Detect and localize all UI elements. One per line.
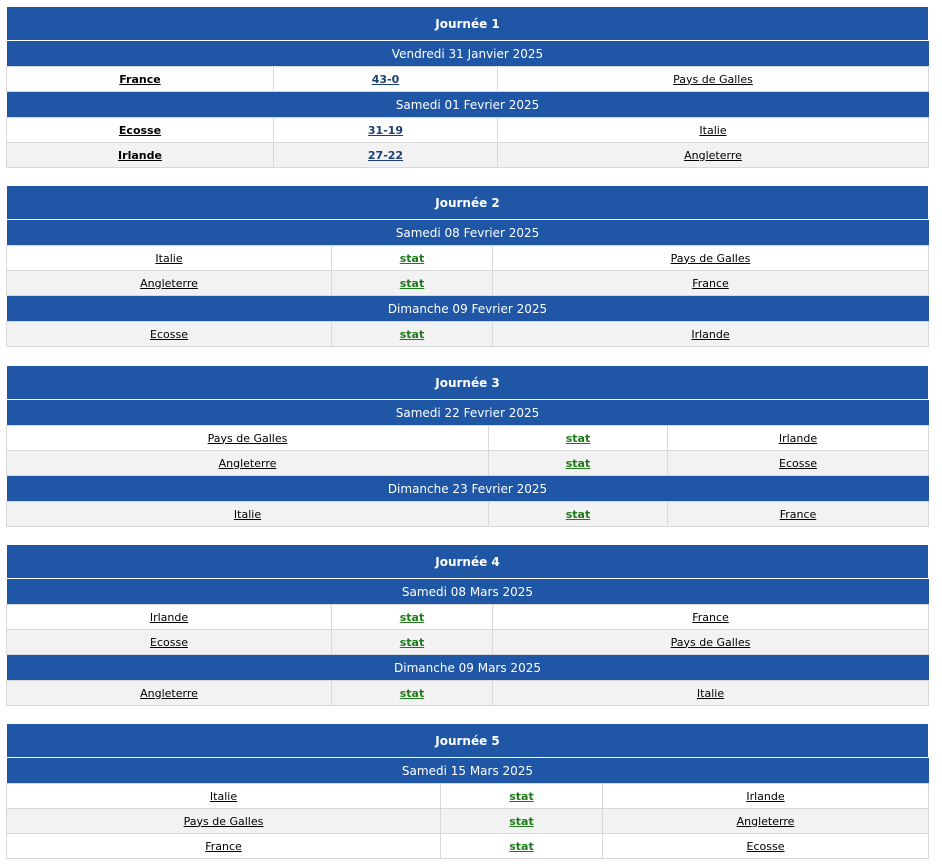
match-row: Ecosse 31-19 Italie: [6, 117, 929, 143]
match-row: Angleterre stat Ecosse: [6, 450, 929, 476]
match-row: Pays de Galles stat Angleterre: [6, 808, 929, 834]
match-date: Dimanche 09 Mars 2025: [6, 654, 929, 681]
round-table: Journée 2 Samedi 08 Fevrier 2025 Italie …: [6, 185, 929, 347]
match-row: Irlande stat France: [6, 604, 929, 630]
match-row: Pays de Galles stat Irlande: [6, 425, 929, 451]
match-date: Samedi 22 Fevrier 2025: [6, 399, 929, 426]
round-table: Journée 4 Samedi 08 Mars 2025 Irlande st…: [6, 544, 929, 706]
away-team-link[interactable]: Italie: [696, 686, 725, 700]
away-team-link[interactable]: France: [779, 507, 817, 521]
round-1: Journée 1 Vendredi 31 Janvier 2025 Franc…: [6, 6, 929, 168]
stat-link[interactable]: stat: [565, 431, 591, 445]
away-team-link[interactable]: Ecosse: [746, 839, 785, 853]
away-team-link[interactable]: Italie: [699, 123, 727, 137]
round-2: Journée 2 Samedi 08 Fevrier 2025 Italie …: [6, 185, 929, 347]
match-row: Italie stat Irlande: [6, 783, 929, 809]
match-row: Angleterre stat France: [6, 270, 929, 296]
round-5: Journée 5 Samedi 15 Mars 2025 Italie sta…: [6, 723, 929, 859]
round-4: Journée 4 Samedi 08 Mars 2025 Irlande st…: [6, 544, 929, 706]
home-team-link[interactable]: Italie: [155, 251, 183, 265]
match-date: Dimanche 23 Fevrier 2025: [6, 475, 929, 502]
round-title: Journée 4: [6, 544, 929, 579]
home-team-link[interactable]: Ecosse: [150, 635, 188, 649]
round-table: Journée 1 Vendredi 31 Janvier 2025 Franc…: [6, 6, 929, 168]
score-link[interactable]: 31-19: [367, 123, 404, 137]
stat-link[interactable]: stat: [399, 635, 425, 649]
match-date: Samedi 15 Mars 2025: [6, 757, 929, 784]
match-row: Italie stat France: [6, 501, 929, 527]
stat-link[interactable]: stat: [565, 507, 591, 521]
round-table: Journée 5 Samedi 15 Mars 2025 Italie sta…: [6, 723, 929, 859]
away-team-link[interactable]: Irlande: [691, 327, 730, 341]
match-date: Vendredi 31 Janvier 2025: [6, 40, 929, 67]
home-team-link[interactable]: Angleterre: [140, 276, 198, 290]
home-team-link[interactable]: Pays de Galles: [183, 814, 264, 828]
round-table: Journée 3 Samedi 22 Fevrier 2025 Pays de…: [6, 365, 929, 527]
score-link[interactable]: 27-22: [367, 148, 404, 162]
match-row: Angleterre stat Italie: [6, 680, 929, 706]
home-team-link[interactable]: Irlande: [149, 610, 189, 624]
stat-link[interactable]: stat: [399, 251, 425, 265]
stat-link[interactable]: stat: [509, 789, 534, 803]
round-title: Journée 2: [6, 185, 929, 220]
stat-link[interactable]: stat: [399, 610, 425, 624]
round-title: Journée 1: [6, 6, 929, 41]
home-team-link[interactable]: Italie: [233, 507, 262, 521]
home-team-link[interactable]: France: [205, 839, 242, 853]
away-team-link[interactable]: Irlande: [778, 431, 818, 445]
match-row: Italie stat Pays de Galles: [6, 245, 929, 271]
match-row: Irlande 27-22 Angleterre: [6, 142, 929, 168]
home-team-link[interactable]: Pays de Galles: [207, 431, 288, 445]
match-date: Samedi 08 Mars 2025: [6, 578, 929, 605]
away-team-link[interactable]: Irlande: [746, 789, 785, 803]
score-link[interactable]: 43-0: [371, 72, 400, 86]
match-date: Samedi 01 Fevrier 2025: [6, 91, 929, 118]
away-team-link[interactable]: Pays de Galles: [670, 251, 751, 265]
home-team-link[interactable]: Irlande: [118, 148, 162, 162]
home-team-link[interactable]: Ecosse: [150, 327, 188, 341]
away-team-link[interactable]: France: [692, 276, 729, 290]
home-team-link[interactable]: Ecosse: [118, 123, 162, 137]
match-date: Samedi 08 Fevrier 2025: [6, 219, 929, 246]
round-3: Journée 3 Samedi 22 Fevrier 2025 Pays de…: [6, 365, 929, 527]
match-row: Ecosse stat Pays de Galles: [6, 629, 929, 655]
away-team-link[interactable]: Pays de Galles: [673, 72, 753, 86]
away-team-link[interactable]: France: [692, 610, 729, 624]
home-team-link[interactable]: France: [119, 72, 161, 86]
stat-link[interactable]: stat: [509, 814, 534, 828]
away-team-link[interactable]: Angleterre: [736, 814, 795, 828]
round-title: Journée 3: [6, 365, 929, 400]
match-row: France 43-0 Pays de Galles: [6, 66, 929, 92]
away-team-link[interactable]: Pays de Galles: [670, 635, 751, 649]
home-team-link[interactable]: Italie: [209, 789, 238, 803]
match-row: France stat Ecosse: [6, 833, 929, 859]
stat-link[interactable]: stat: [399, 276, 425, 290]
match-date: Dimanche 09 Fevrier 2025: [6, 295, 929, 322]
stat-link[interactable]: stat: [565, 456, 591, 470]
home-team-link[interactable]: Angleterre: [218, 456, 277, 470]
stat-link[interactable]: stat: [399, 686, 425, 700]
home-team-link[interactable]: Angleterre: [140, 686, 198, 700]
away-team-link[interactable]: Angleterre: [684, 148, 742, 162]
match-row: Ecosse stat Irlande: [6, 321, 929, 347]
stat-link[interactable]: stat: [509, 839, 534, 853]
away-team-link[interactable]: Ecosse: [779, 456, 817, 470]
stat-link[interactable]: stat: [399, 327, 425, 341]
round-title: Journée 5: [6, 723, 929, 758]
